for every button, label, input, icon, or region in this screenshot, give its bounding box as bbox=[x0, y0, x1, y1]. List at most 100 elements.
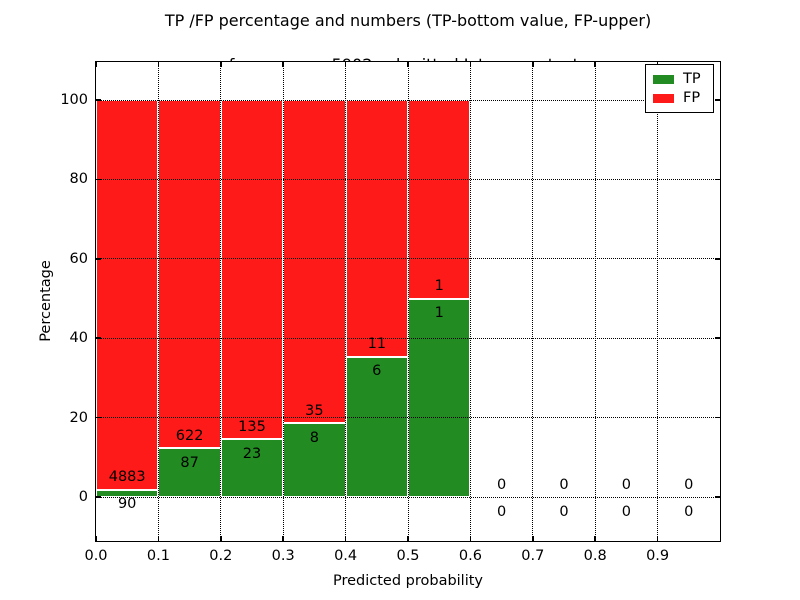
bar-label-tp: 90 bbox=[117, 496, 137, 513]
y-tick-label: 20 bbox=[69, 409, 88, 426]
bar-label-fp: 0 bbox=[684, 476, 694, 493]
x-tick-mark bbox=[95, 536, 97, 541]
y-tick-mark bbox=[96, 178, 101, 181]
x-tick-label: 0.9 bbox=[646, 548, 670, 564]
y-tick-mark bbox=[96, 337, 101, 339]
gridline-vertical bbox=[407, 62, 409, 541]
x-tick-mark bbox=[594, 536, 596, 541]
bar-segment-fp bbox=[96, 100, 159, 490]
bar-label-tp: 23 bbox=[242, 445, 262, 462]
gridline-vertical bbox=[469, 62, 471, 541]
gridline-vertical bbox=[282, 62, 284, 541]
bar-segment-fp bbox=[158, 100, 221, 449]
bar-label-fp: 0 bbox=[559, 476, 569, 493]
legend-entry-fp: FP bbox=[653, 89, 709, 108]
bar-segment-tp bbox=[408, 298, 471, 497]
bar-label-fp: 0 bbox=[496, 476, 507, 493]
y-tick-mark bbox=[715, 258, 720, 260]
legend: TP FP bbox=[645, 64, 714, 113]
bar-label-fp: 35 bbox=[305, 402, 324, 419]
gridline-vertical bbox=[220, 62, 222, 541]
x-tick-mark bbox=[532, 536, 534, 541]
y-tick-mark bbox=[715, 178, 720, 181]
y-tick-label: 40 bbox=[69, 330, 88, 347]
bar-label-fp: 4883 bbox=[108, 469, 146, 486]
bar-label-tp: 8 bbox=[309, 429, 320, 446]
x-tick-mark bbox=[344, 62, 347, 67]
bar-label-tp: 0 bbox=[496, 503, 507, 520]
x-tick-mark bbox=[407, 62, 409, 67]
x-tick-mark bbox=[656, 536, 659, 541]
bar-label-tp: 0 bbox=[559, 503, 569, 520]
y-tick-label: 100 bbox=[60, 92, 88, 108]
bar-label-fp: 135 bbox=[238, 418, 266, 435]
legend-label-tp: TP bbox=[683, 71, 701, 87]
x-tick-mark bbox=[407, 536, 409, 541]
bar-label-tp: 1 bbox=[434, 305, 444, 321]
x-tick-mark bbox=[95, 62, 97, 67]
x-tick-mark bbox=[157, 536, 160, 541]
y-tick-label: 60 bbox=[69, 250, 88, 267]
bar-segment-tp bbox=[220, 439, 284, 497]
gridline-vertical bbox=[345, 62, 347, 541]
gridline-vertical bbox=[157, 62, 159, 541]
gridline-vertical bbox=[532, 62, 534, 541]
x-tick-label: 0.8 bbox=[583, 548, 607, 564]
y-tick-mark bbox=[715, 337, 720, 339]
x-tick-label: 0.1 bbox=[146, 548, 170, 564]
bar-label-tp: 0 bbox=[684, 503, 694, 520]
y-tick-mark bbox=[96, 258, 101, 260]
y-tick-mark bbox=[96, 99, 101, 101]
x-tick-label: 0.2 bbox=[209, 548, 233, 564]
x-tick-label: 0.3 bbox=[271, 548, 295, 564]
x-tick-mark bbox=[469, 536, 472, 541]
x-tick-mark bbox=[220, 536, 222, 541]
plot-area: 4883 90 622 87 135 23 35 8 11 6 1 1 0 0 0 0 0 0 0 0 bbox=[95, 61, 721, 542]
bar-label-tp: 0 bbox=[621, 503, 632, 520]
gridline-vertical bbox=[657, 62, 659, 541]
legend-swatch-fp-icon bbox=[653, 94, 674, 103]
x-tick-mark bbox=[469, 62, 472, 67]
x-axis-label: Predicted probability bbox=[332, 573, 484, 589]
bar-segment-fp bbox=[220, 100, 284, 440]
x-tick-label: 0.0 bbox=[84, 548, 108, 564]
bar-segment-fp bbox=[345, 100, 408, 357]
bar-label-fp: 622 bbox=[175, 427, 204, 444]
x-tick-label: 0.5 bbox=[396, 548, 420, 564]
y-tick-mark bbox=[715, 99, 720, 101]
bar-label-fp: 1 bbox=[434, 278, 444, 294]
x-tick-mark bbox=[157, 62, 160, 67]
legend-swatch-tp-icon bbox=[653, 75, 674, 84]
bar-segment-fp bbox=[283, 100, 346, 424]
y-tick-label: 0 bbox=[78, 489, 88, 505]
x-tick-mark bbox=[344, 536, 347, 541]
legend-label-fp: FP bbox=[683, 90, 701, 106]
bar-segment-tp bbox=[158, 448, 221, 497]
bar-label-tp: 87 bbox=[180, 454, 199, 471]
y-tick-mark bbox=[715, 416, 720, 419]
y-axis-label: Percentage bbox=[38, 260, 54, 342]
bar-label-tp: 6 bbox=[372, 363, 382, 380]
x-tick-label: 0.4 bbox=[334, 548, 358, 564]
x-tick-label: 0.7 bbox=[521, 548, 545, 564]
y-tick-mark bbox=[96, 416, 101, 419]
bar-label-fp: 0 bbox=[621, 476, 632, 493]
y-tick-mark bbox=[96, 496, 101, 498]
x-tick-mark bbox=[282, 536, 284, 541]
y-tick-label: 80 bbox=[69, 171, 88, 188]
x-tick-mark bbox=[532, 62, 534, 67]
bar-label-fp: 11 bbox=[367, 336, 387, 353]
legend-entry-tp: TP bbox=[653, 70, 709, 89]
x-tick-mark bbox=[282, 62, 284, 67]
bar-segment-tp bbox=[96, 489, 159, 497]
bar-segment-tp bbox=[283, 423, 346, 497]
x-tick-mark bbox=[594, 62, 596, 67]
gridline-vertical bbox=[594, 62, 596, 541]
x-tick-mark bbox=[220, 62, 222, 67]
y-tick-mark bbox=[715, 496, 720, 498]
bar-segment-fp bbox=[408, 100, 471, 299]
chart-title-line1: TP /FP percentage and numbers (TP-bottom… bbox=[164, 11, 652, 30]
x-tick-label: 0.6 bbox=[458, 548, 482, 564]
bar-segment-tp bbox=[345, 356, 408, 497]
